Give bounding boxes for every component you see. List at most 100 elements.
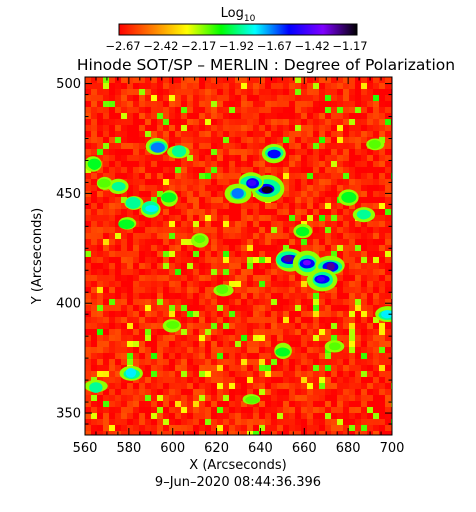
heatmap-cell: [325, 395, 331, 401]
heatmap-cell: [145, 269, 151, 275]
heatmap-cell: [373, 269, 379, 275]
heatmap-cell: [91, 275, 97, 281]
heatmap-cell: [121, 353, 127, 359]
heatmap-cell: [127, 389, 133, 395]
heatmap-cell: [319, 413, 325, 419]
heatmap-cell: [115, 305, 121, 311]
heatmap-cell: [217, 245, 223, 251]
heatmap-cell: [91, 245, 97, 251]
heatmap-cell: [163, 83, 169, 89]
heatmap-cell: [325, 125, 331, 131]
heatmap-cell: [253, 245, 259, 251]
heatmap-cell: [91, 311, 97, 317]
heatmap-cell: [181, 179, 187, 185]
heatmap-cell: [361, 227, 367, 233]
heatmap-cell: [109, 377, 115, 383]
heatmap-cell: [199, 227, 205, 233]
heatmap-cell: [193, 107, 199, 113]
heatmap-cell: [235, 287, 241, 293]
heatmap-cell: [373, 203, 379, 209]
heatmap-cell: [385, 161, 391, 167]
heatmap-cell: [223, 311, 229, 317]
heatmap-cell: [313, 95, 319, 101]
heatmap-cell: [295, 167, 301, 173]
heatmap-cell: [277, 239, 283, 245]
heatmap-cell: [145, 251, 151, 257]
heatmap-cell: [379, 227, 385, 233]
heatmap-cell: [193, 353, 199, 359]
heatmap-cell: [145, 311, 151, 317]
heatmap-cell: [109, 107, 115, 113]
heatmap-cell: [277, 407, 283, 413]
heatmap-cell: [379, 167, 385, 173]
heatmap-cell: [91, 125, 97, 131]
heatmap-cell: [121, 227, 127, 233]
heatmap-cell: [97, 131, 103, 137]
heatmap-cell: [367, 359, 373, 365]
heatmap-cell: [181, 263, 187, 269]
heatmap-cell: [319, 419, 325, 425]
heatmap-cell: [319, 347, 325, 353]
heatmap-cell: [373, 179, 379, 185]
heatmap-cell: [289, 287, 295, 293]
heatmap-cell: [91, 257, 97, 263]
heatmap-cell: [265, 131, 271, 137]
heatmap-cell: [187, 377, 193, 383]
heatmap-cell: [349, 341, 355, 347]
heatmap-cell: [199, 101, 205, 107]
heatmap-cell: [211, 401, 217, 407]
heatmap-cell: [181, 95, 187, 101]
heatmap-cell: [289, 311, 295, 317]
heatmap-cell: [205, 191, 211, 197]
heatmap-cell: [223, 425, 229, 431]
heatmap-cell: [379, 179, 385, 185]
heatmap-cell: [127, 353, 133, 359]
heatmap-cell: [205, 245, 211, 251]
heatmap-cell: [199, 119, 205, 125]
heatmap-cell: [223, 179, 229, 185]
heatmap-cell: [253, 419, 259, 425]
heatmap-cell: [121, 125, 127, 131]
heatmap-cell: [361, 167, 367, 173]
heatmap-cell: [349, 149, 355, 155]
heatmap-cell: [355, 239, 361, 245]
heatmap-cell: [181, 287, 187, 293]
heatmap-cell: [301, 371, 307, 377]
heatmap-cell: [343, 263, 349, 269]
heatmap-cell: [235, 179, 241, 185]
heatmap-cell: [223, 353, 229, 359]
heatmap-cell: [97, 125, 103, 131]
heatmap-cell: [241, 83, 247, 89]
heatmap-cell: [181, 317, 187, 323]
heatmap-cell: [271, 347, 277, 353]
x-tick-label: 620: [204, 441, 229, 456]
heatmap-cell: [235, 173, 241, 179]
heatmap-cell: [205, 119, 211, 125]
heatmap-cell: [181, 167, 187, 173]
heatmap-cell: [181, 101, 187, 107]
heatmap-cell: [211, 143, 217, 149]
heatmap-cell: [157, 215, 163, 221]
heatmap-cell: [355, 119, 361, 125]
heatmap-cell: [343, 239, 349, 245]
heatmap-cell: [313, 347, 319, 353]
heatmap-cell: [91, 89, 97, 95]
heatmap-cell: [379, 413, 385, 419]
heatmap-cell: [343, 389, 349, 395]
heatmap-cell: [91, 101, 97, 107]
heatmap-cell: [151, 365, 157, 371]
heatmap-cell: [283, 161, 289, 167]
polarization-patch: [283, 255, 293, 263]
heatmap-cell: [145, 407, 151, 413]
heatmap-cell: [301, 377, 307, 383]
heatmap-cell: [355, 287, 361, 293]
heatmap-cell: [121, 407, 127, 413]
heatmap-cell: [295, 401, 301, 407]
heatmap-cell: [301, 161, 307, 167]
heatmap-cell: [127, 251, 133, 257]
heatmap-cell: [85, 365, 91, 371]
heatmap-cell: [217, 323, 223, 329]
heatmap-cell: [85, 335, 91, 341]
heatmap-cell: [217, 371, 223, 377]
heatmap-cell: [301, 167, 307, 173]
